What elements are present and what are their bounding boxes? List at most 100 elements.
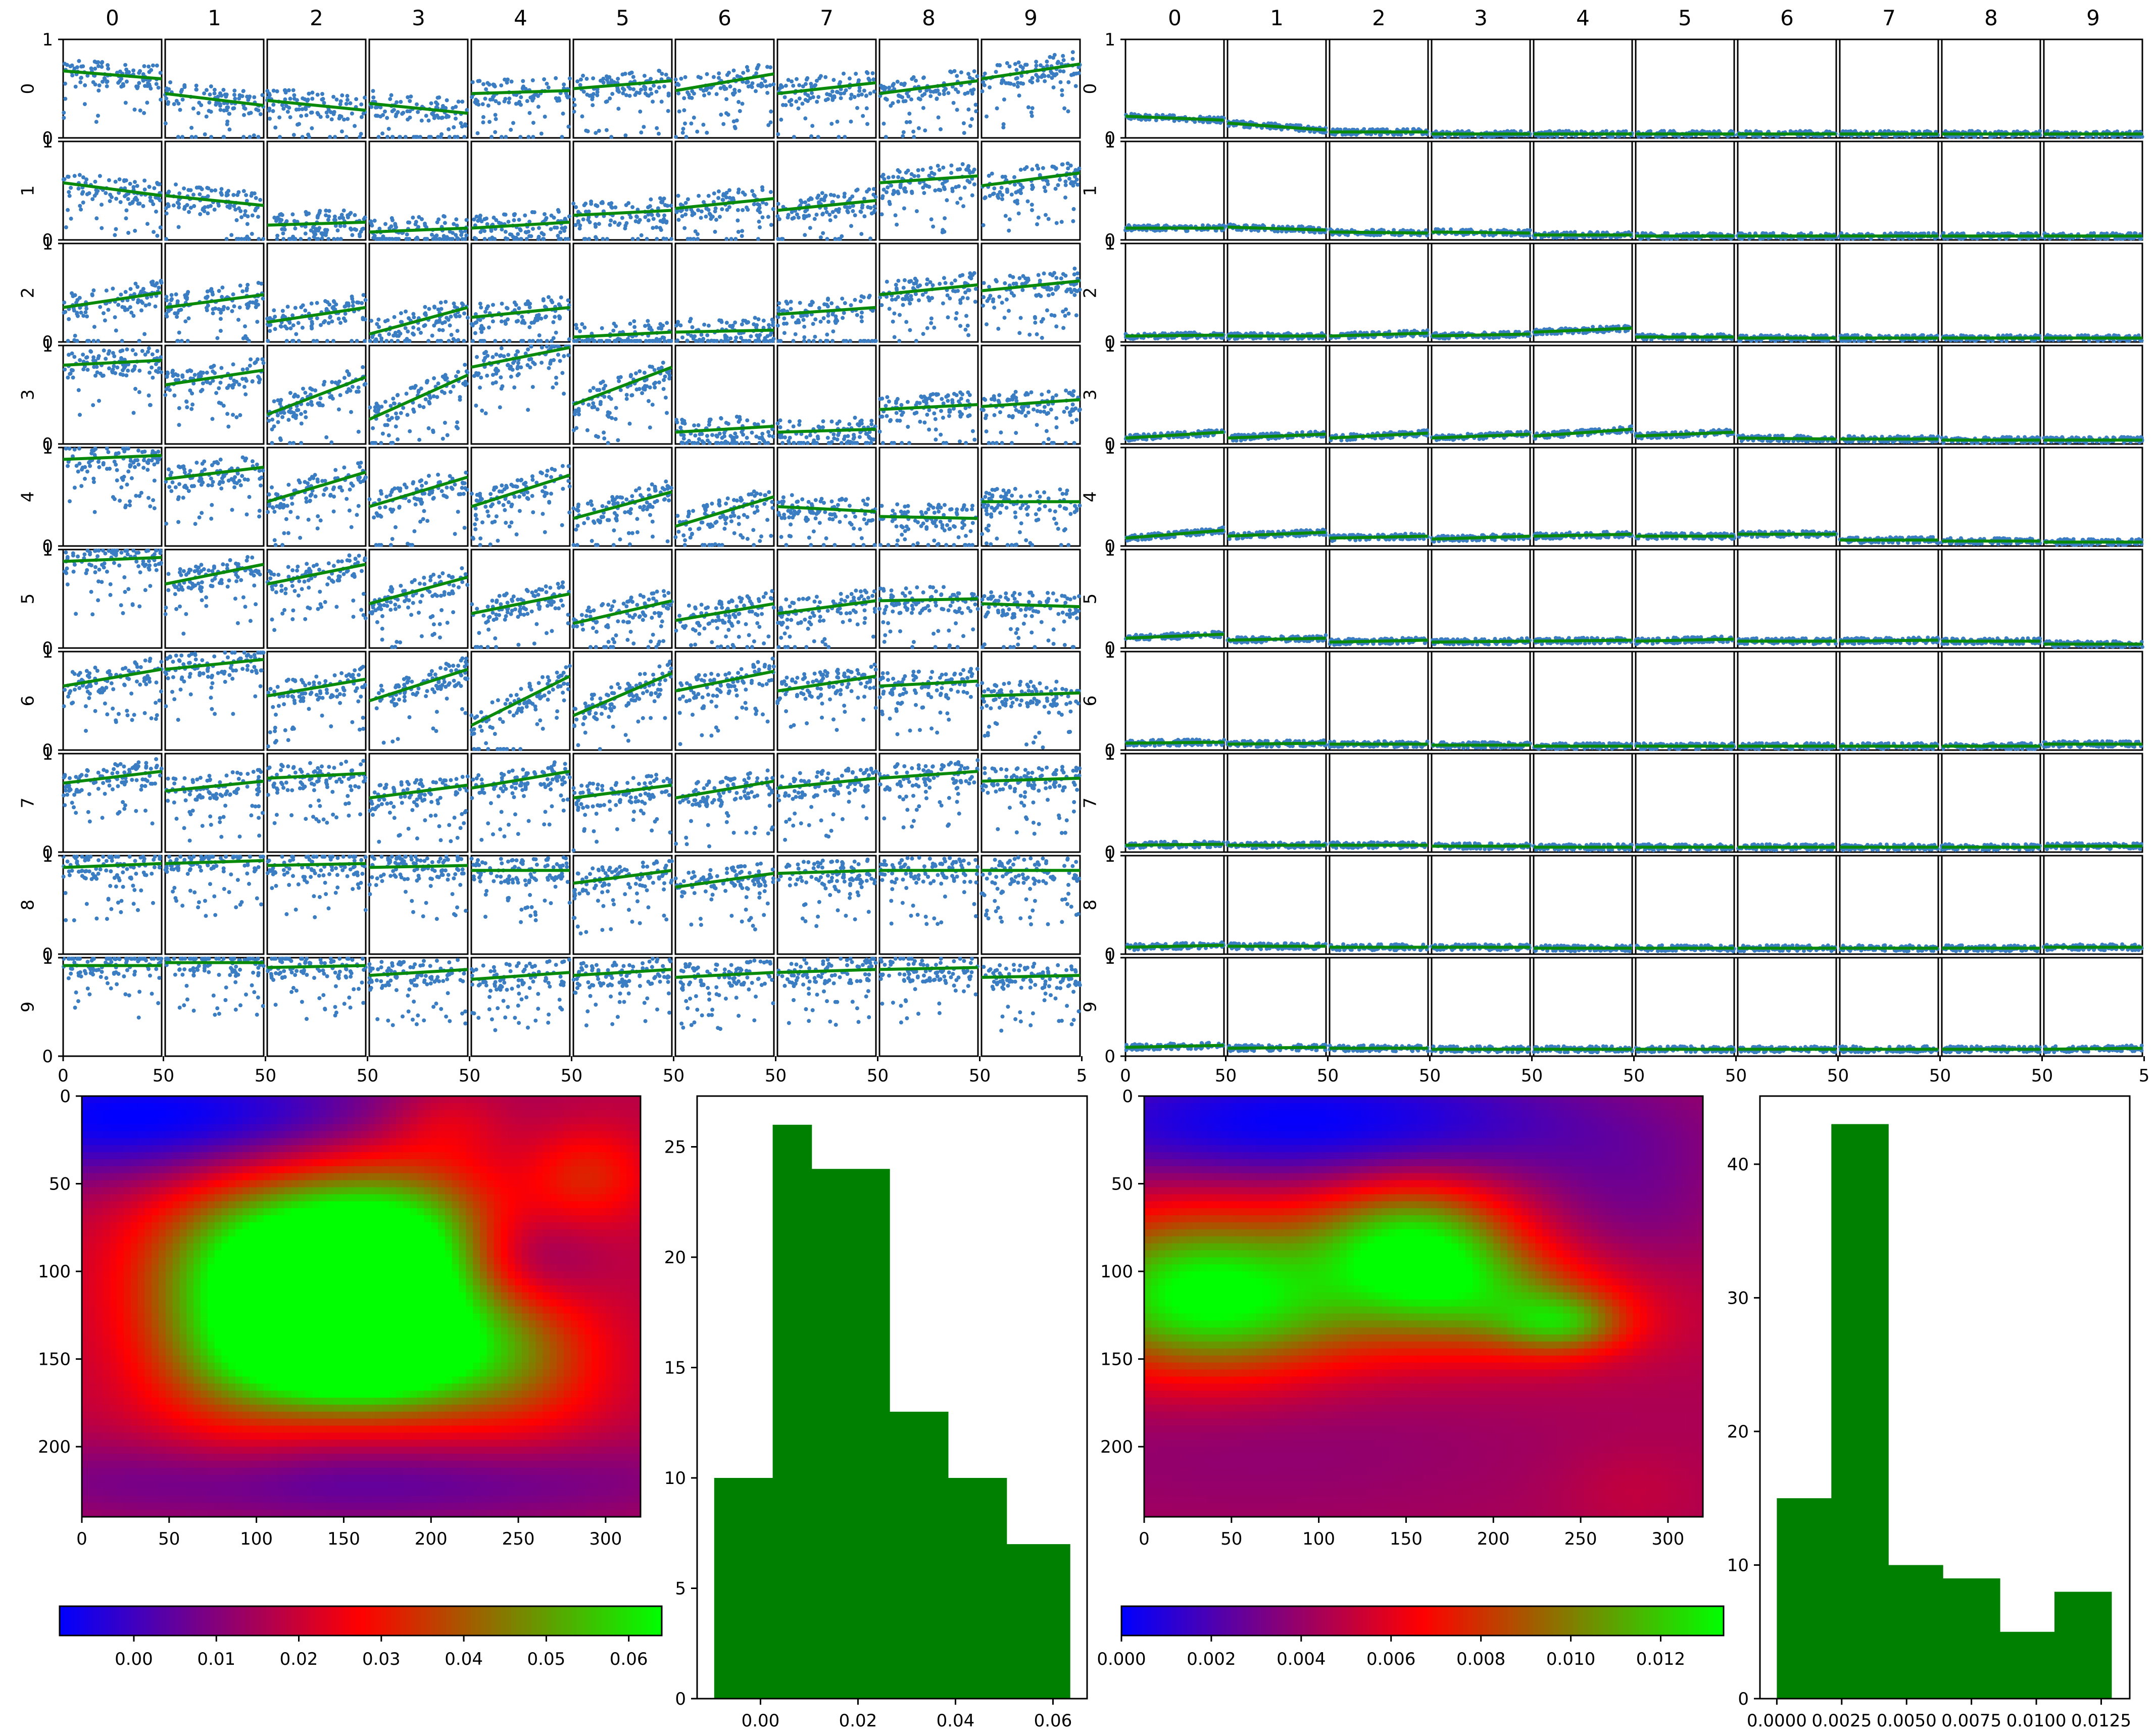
heatmap-cell [201,1096,208,1104]
subplot-frame [1840,550,1938,648]
heatmap-cell [257,1215,264,1223]
heatmap-cell [354,1383,362,1391]
heatmap-cell [396,1293,404,1300]
heatmap-cell [124,1293,131,1300]
heatmap-cell [382,1264,390,1272]
heatmap-cell [144,1327,152,1335]
subplot-frame [1738,550,1836,648]
heatmap-cell [250,1376,257,1384]
heatmap-cell [159,1103,166,1111]
heatmap-cell [312,1103,320,1111]
heatmap-cell [144,1313,152,1321]
heatmap-cell [180,1229,187,1237]
heatmap-cell [354,1194,362,1202]
heatmap-cell [466,1419,473,1426]
heatmap-cell [131,1166,138,1174]
heatmap-cell [124,1173,131,1181]
heatmap-cell [592,1131,599,1138]
heatmap-cell [410,1131,418,1138]
heatmap-cell [277,1278,285,1286]
scatter-subplot: 10 [42,540,163,659]
heatmap-cell [403,1285,411,1293]
heatmap-cell [536,1124,544,1132]
heatmap-cell [173,1412,180,1419]
heatmap-cell [584,1194,592,1202]
heatmap-cell [235,1405,243,1412]
heatmap-cell [487,1300,495,1307]
heatmap-cell [333,1166,341,1174]
heatmap-cell [584,1152,592,1160]
heatmap-cell [312,1363,320,1370]
heatmap-cell [186,1363,194,1370]
heatmap-cell [592,1166,599,1174]
fit-line [1738,438,1836,439]
heatmap-cell [522,1405,529,1412]
heatmap-cell [159,1376,166,1384]
heatmap-cell [186,1257,194,1265]
heatmap-cell [326,1159,334,1167]
subplot-frame [1738,141,1836,240]
heatmap-cell [550,1285,557,1293]
scatter-subplot [1937,652,2042,751]
heatmap-cell [222,1159,229,1167]
heatmap-cell [599,1369,606,1377]
heatmap-cell [235,1187,243,1195]
heatmap-cell [522,1307,529,1314]
heatmap-cell [235,1320,243,1328]
heatmap-cell [550,1419,557,1426]
heatmap-cell [403,1244,411,1251]
heatmap-cell [319,1383,327,1391]
heatmap-cell [529,1293,536,1300]
heatmap-cell [578,1159,585,1167]
heatmap-cell [543,1159,550,1167]
heatmap-cell [354,1369,362,1377]
heatmap-cell [138,1264,145,1272]
heatmap-cell [515,1124,522,1132]
heatmap-cell [417,1369,425,1377]
heatmap-cell [110,1166,117,1174]
heatmap-cell [347,1173,355,1181]
x-tick-label: 50 [663,1066,684,1086]
heatmap-cell [173,1307,180,1314]
heatmap-cell [166,1356,173,1363]
heatmap-cell [242,1138,250,1146]
scatter-subplot [1325,243,1430,342]
heatmap-cell [626,1313,634,1321]
heatmap-cell [117,1138,124,1146]
heatmap-cell [613,1117,620,1125]
heatmap-cell [235,1271,243,1279]
subplot-frame [1840,754,1938,852]
heatmap-cell [613,1159,620,1167]
heatmap-cell [452,1208,460,1216]
heatmap-cell [452,1138,460,1146]
heatmap-cell [305,1264,313,1272]
heatmap-cell [584,1103,592,1111]
heatmap-cell [522,1398,529,1405]
heatmap-cell [326,1110,334,1118]
heatmap-cell [564,1426,571,1433]
heatmap-cell [305,1222,313,1230]
heatmap-cell [138,1320,145,1328]
heatmap-cell [215,1124,222,1132]
scatter-subplot [1529,754,1634,852]
heatmap-cell [557,1313,564,1321]
heatmap-cell [201,1278,208,1286]
heatmap-cell [620,1300,627,1307]
heatmap-cell [452,1342,460,1349]
heatmap-cell [173,1293,180,1300]
heatmap-cell [299,1215,306,1223]
heatmap-cell [180,1363,187,1370]
heatmap-cell [354,1271,362,1279]
heatmap-cell [515,1320,522,1328]
heatmap-cell [103,1257,111,1265]
heatmap-cell [536,1271,544,1279]
heatmap-cell [410,1376,418,1384]
fit-line [1125,742,1224,743]
heatmap-cell [508,1250,515,1258]
heatmap-cell [529,1194,536,1202]
heatmap-cell [438,1138,446,1146]
heatmap-cell [215,1349,222,1356]
heatmap-cell [459,1383,467,1391]
heatmap-cell [319,1187,327,1195]
heatmap-cell [131,1432,138,1440]
